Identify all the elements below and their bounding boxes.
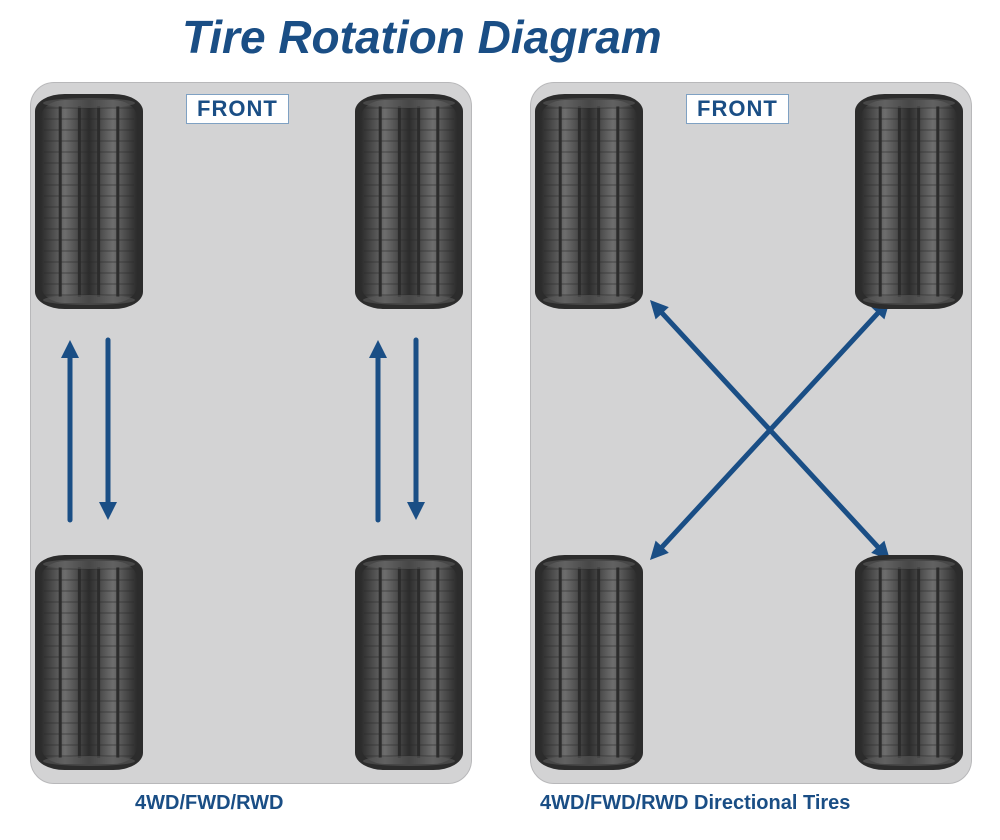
caption-standard: 4WD/FWD/RWD bbox=[135, 792, 284, 815]
front-label-right: FRONT bbox=[686, 94, 789, 124]
tire-right-front-right bbox=[855, 94, 963, 314]
tire-left-rear-right bbox=[355, 555, 463, 775]
tire-right-front-left bbox=[535, 94, 643, 314]
tire-right-rear-right bbox=[855, 555, 963, 775]
tire-right-rear-left bbox=[535, 555, 643, 775]
front-label-left: FRONT bbox=[186, 94, 289, 124]
caption-directional: 4WD/FWD/RWD Directional Tires bbox=[540, 792, 850, 815]
tire-left-front-left bbox=[35, 94, 143, 314]
diagram-title: Tire Rotation Diagram bbox=[182, 10, 662, 64]
tire-left-front-right bbox=[355, 94, 463, 314]
tire-rotation-diagram: { "title_text": "Tire Rotation Diagram",… bbox=[0, 0, 1000, 840]
tire-left-rear-left bbox=[35, 555, 143, 775]
